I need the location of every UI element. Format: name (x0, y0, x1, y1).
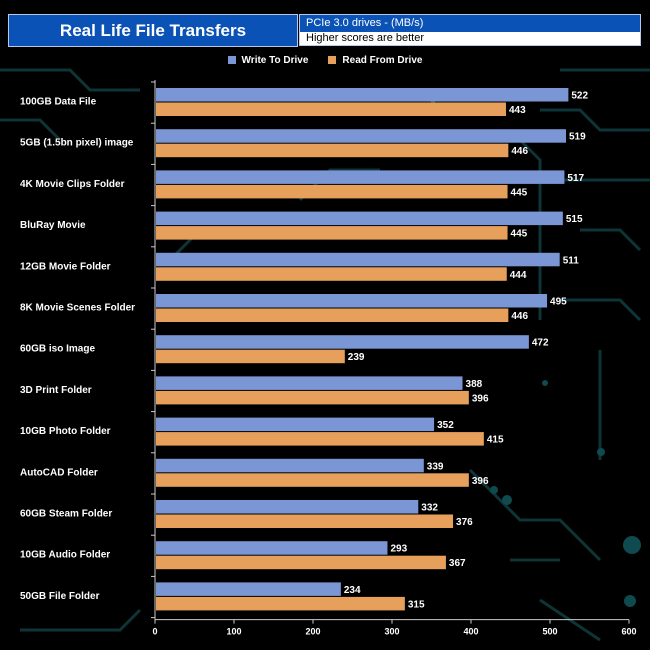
value-label-read: 445 (511, 229, 528, 240)
bar-write (156, 129, 567, 143)
value-label-read: 376 (456, 517, 473, 528)
value-label-read: 445 (511, 187, 528, 198)
bar-read (156, 267, 507, 281)
category-label: 60GB iso Image (20, 344, 95, 355)
value-label-write: 332 (421, 503, 438, 514)
x-tick-label: 500 (542, 627, 557, 637)
value-label-write: 234 (344, 585, 361, 596)
bar-write (156, 541, 388, 555)
bar-write (156, 252, 560, 267)
x-tick-label: 200 (305, 627, 320, 637)
category-label: 60GB Steam Folder (20, 509, 112, 520)
value-label-read: 367 (449, 558, 466, 569)
x-tick-label: 600 (621, 627, 636, 637)
x-tick-label: 0 (152, 627, 157, 637)
value-label-write: 472 (532, 338, 549, 349)
bar-write (156, 458, 424, 473)
category-label: 100GB Data File (20, 97, 97, 108)
bar-read (156, 184, 508, 199)
legend-item-read: Read From Drive (328, 53, 422, 67)
value-label-write: 388 (466, 379, 483, 390)
legend-label-read: Read From Drive (342, 54, 423, 66)
value-label-read: 396 (472, 476, 489, 487)
category-label: 10GB Photo Folder (20, 426, 111, 437)
bar-read (156, 473, 469, 487)
value-label-write: 495 (550, 297, 567, 308)
value-label-read: 446 (511, 311, 528, 322)
bar-read (156, 226, 508, 240)
legend-label-write: Write To Drive (241, 54, 309, 66)
value-label-read: 396 (472, 393, 489, 404)
chart-title-box: Real Life File Transfers (8, 14, 298, 47)
value-label-write: 517 (567, 173, 584, 184)
bar-write (156, 88, 569, 102)
bar-read (156, 596, 405, 611)
legend-item-write: Write To Drive (227, 53, 309, 67)
category-label: 3D Print Folder (20, 385, 92, 396)
value-label-write: 339 (427, 461, 444, 472)
value-label-read: 444 (510, 270, 527, 281)
value-label-read: 315 (408, 599, 425, 610)
bar-read (156, 102, 506, 116)
bar-write (156, 211, 563, 226)
value-label-write: 519 (569, 132, 586, 143)
legend-swatch-write (227, 56, 236, 64)
legend-swatch-read (328, 56, 337, 64)
chart-note: Higher scores are better (299, 32, 641, 46)
category-label: BluRay Movie (20, 220, 86, 231)
chart-subtitle: PCIe 3.0 drives - (MB/s) (299, 14, 641, 32)
bar-write (156, 500, 419, 514)
value-label-write: 522 (571, 91, 588, 102)
bar-write (156, 294, 548, 308)
x-tick-label: 100 (226, 627, 241, 637)
category-label: 5GB (1.5bn pixel) image (20, 138, 134, 149)
value-label-write: 293 (390, 544, 407, 555)
bar-read (156, 432, 484, 446)
value-label-read: 239 (348, 352, 365, 363)
bar-read (156, 514, 454, 528)
bar-read (156, 555, 446, 570)
bar-write (156, 335, 529, 349)
bar-read (156, 390, 469, 405)
chart-title: Real Life File Transfers (59, 20, 247, 40)
category-label: 8K Movie Scenes Folder (20, 303, 135, 314)
category-label: 50GB File Folder (20, 591, 100, 602)
value-label-read: 415 (487, 435, 504, 446)
value-label-write: 515 (566, 214, 583, 225)
bar-write (156, 582, 341, 596)
bar-write (156, 170, 565, 184)
value-label-write: 511 (563, 255, 580, 266)
category-label: AutoCAD Folder (20, 467, 98, 478)
bar-read (156, 143, 509, 158)
value-label-write: 352 (437, 420, 454, 431)
value-label-read: 446 (511, 146, 528, 157)
bar-read (156, 308, 509, 322)
x-tick-label: 300 (384, 627, 399, 637)
bar-read (156, 349, 345, 364)
x-tick-label: 400 (463, 627, 478, 637)
category-label: 12GB Movie Folder (20, 261, 111, 272)
category-label: 4K Movie Clips Folder (20, 179, 125, 190)
bar-write (156, 417, 435, 432)
subtitle-box: PCIe 3.0 drives - (MB/s) Higher scores a… (299, 14, 641, 46)
category-label: 10GB Audio Folder (20, 550, 110, 561)
bar-write (156, 376, 463, 390)
legend: Write To Drive Read From Drive (0, 53, 650, 67)
value-label-read: 443 (509, 105, 526, 116)
